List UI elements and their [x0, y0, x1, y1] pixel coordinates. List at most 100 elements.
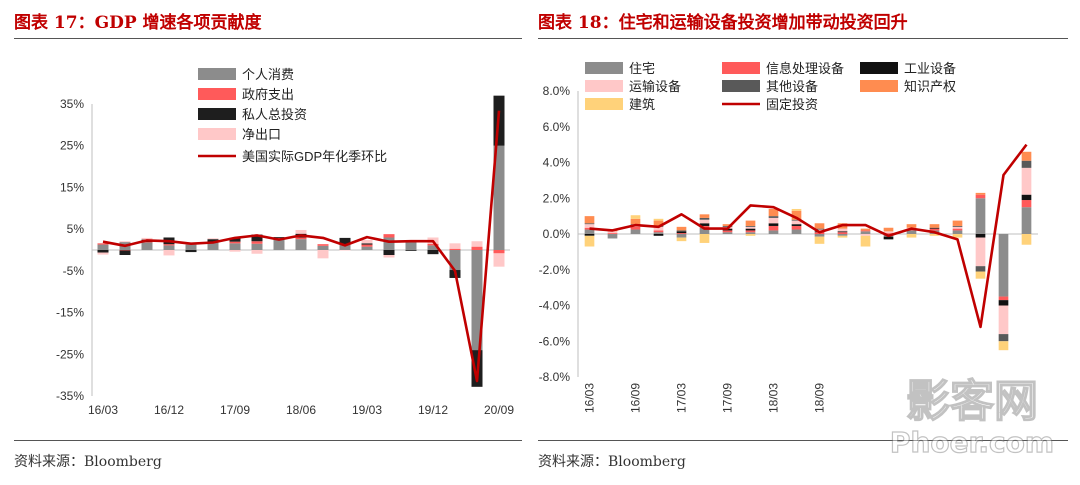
bar-segment: [699, 227, 710, 234]
legend-label: 政府支出: [242, 87, 294, 102]
bar-segment: [768, 225, 779, 231]
bar-segment: [493, 253, 505, 267]
bar-segment: [273, 237, 285, 238]
bar-segment: [676, 233, 687, 234]
bar-segment: [952, 220, 963, 226]
bar-segment: [185, 244, 197, 250]
bar-segment: [630, 226, 641, 230]
bar-segment: [791, 229, 802, 234]
bar-segment: [745, 226, 756, 229]
bar-segment: [584, 235, 595, 247]
bar-segment: [906, 230, 917, 234]
bar-segment: [584, 216, 595, 224]
bar-segment: [814, 228, 825, 230]
legend-swatch: [198, 128, 236, 140]
bar-segment: [229, 243, 241, 250]
bar-segment: [906, 229, 917, 231]
bar-segment: [251, 234, 263, 242]
bar-segment: [768, 216, 779, 218]
bar-segment: [207, 239, 219, 242]
left-chart-title: 图表 17：GDP 增速各项贡献度: [14, 13, 262, 33]
x-tick-label: 17/09: [220, 403, 250, 417]
bar-segment: [361, 244, 373, 247]
x-tick-label: 16/03: [583, 383, 597, 413]
bar-segment: [97, 250, 109, 253]
bar-segment: [745, 234, 756, 236]
right-source-note: 资料来源：Bloomberg: [538, 454, 686, 470]
bar-segment: [998, 305, 1009, 335]
bar-segment: [883, 227, 894, 232]
bar-segment: [975, 266, 986, 272]
bar-segment: [295, 237, 307, 240]
bar-segment: [207, 238, 219, 240]
bar-segment: [405, 250, 417, 251]
bar-segment: [1021, 160, 1032, 168]
legend-label: 固定投资: [766, 97, 818, 112]
watermark-text-en: Phoer.com: [890, 426, 1054, 459]
x-tick-label: 19/03: [352, 403, 382, 417]
legend-label: 信息处理设备: [766, 61, 844, 76]
bar-segment: [427, 250, 439, 255]
bar-segment: [119, 241, 131, 243]
bar-segment: [584, 223, 595, 225]
bar-segment: [676, 231, 687, 234]
y-tick-label: 4.0%: [543, 156, 571, 170]
bar-segment: [97, 252, 109, 255]
bar-segment: [699, 225, 710, 228]
legend-label: 其他设备: [766, 79, 818, 94]
bar-segment: [952, 225, 963, 227]
bar-segment: [97, 244, 109, 250]
bar-segment: [339, 244, 351, 250]
bar-segment: [141, 242, 153, 250]
y-tick-label: 2.0%: [543, 191, 571, 205]
bar-segment: [653, 220, 664, 226]
bar-segment: [929, 228, 940, 231]
bar-segment: [722, 225, 733, 227]
legend-swatch: [198, 88, 236, 100]
bar-segment: [251, 241, 263, 244]
bar-segment: [998, 296, 1009, 301]
bar-segment: [745, 220, 756, 226]
bar-segment: [584, 229, 595, 234]
bar-segment: [676, 234, 687, 238]
bar-segment: [251, 243, 263, 250]
y-tick-label: 6.0%: [543, 120, 571, 134]
x-tick-label: 16/09: [629, 383, 643, 413]
bar-segment: [791, 224, 802, 226]
bar-segment: [814, 229, 825, 232]
bar-segment: [607, 234, 618, 239]
y-tick-label: 8.0%: [543, 84, 571, 98]
bar-segment: [584, 224, 595, 228]
bar-segment: [952, 226, 963, 229]
bar-segment: [119, 250, 131, 256]
bar-segment: [405, 241, 417, 250]
bar-segment: [251, 250, 263, 254]
y-tick-label: -2.0%: [539, 263, 571, 277]
bar-segment: [1021, 207, 1032, 234]
bar-segment: [998, 300, 1009, 306]
legend-label: 私人总投资: [242, 107, 307, 122]
bar-segment: [998, 341, 1009, 351]
bar-segment: [860, 230, 871, 232]
bar-segment: [860, 234, 871, 236]
bar-segment: [837, 228, 848, 232]
bar-segment: [699, 217, 710, 220]
bar-segment: [1021, 167, 1032, 195]
bar-segment: [163, 244, 175, 246]
bar-segment: [584, 234, 595, 236]
bar-segment: [383, 234, 395, 238]
x-tick-label: 18/09: [813, 383, 827, 413]
bar-segment: [471, 250, 483, 351]
bar-segment: [929, 227, 940, 229]
legend-label: 工业设备: [904, 61, 956, 76]
bar-segment: [952, 228, 963, 231]
bar-segment: [361, 246, 373, 250]
bar-segment: [699, 214, 710, 218]
bar-segment: [185, 250, 197, 253]
bar-segment: [676, 230, 687, 232]
bar-segment: [837, 231, 848, 233]
bar-segment: [699, 223, 710, 226]
legend-label: 建筑: [629, 97, 655, 112]
bar-segment: [229, 237, 241, 242]
bar-segment: [883, 231, 894, 234]
